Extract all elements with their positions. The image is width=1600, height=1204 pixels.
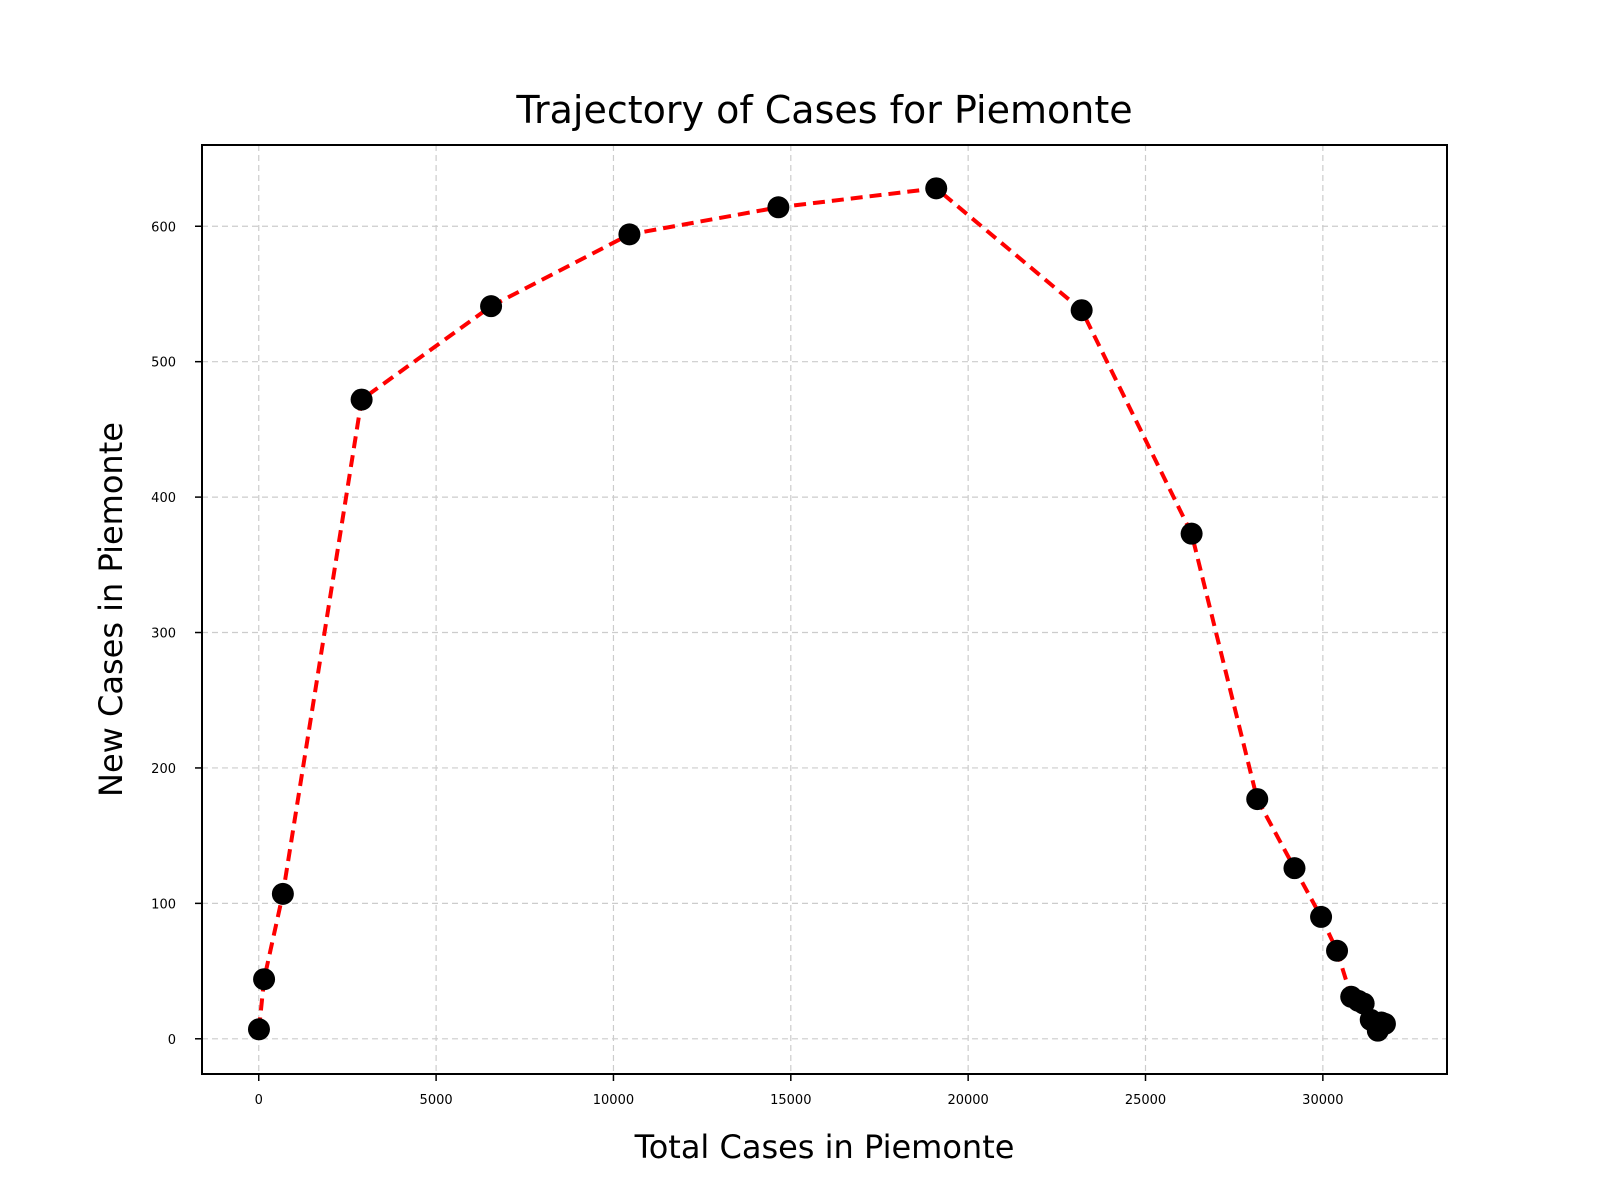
data-point xyxy=(1246,788,1269,811)
trajectory-line xyxy=(257,186,1386,1035)
x-tick-label: 0 xyxy=(255,1093,263,1108)
data-point xyxy=(925,177,948,200)
x-tick-label: 5000 xyxy=(420,1093,453,1108)
plot-frame xyxy=(201,144,1448,1075)
data-point xyxy=(350,388,373,411)
y-tick-label: 500 xyxy=(151,356,176,371)
x-tick-label: 10000 xyxy=(593,1093,634,1108)
data-points xyxy=(247,177,1396,1042)
y-tick-label: 200 xyxy=(151,762,176,777)
y-tick-label: 600 xyxy=(151,220,176,235)
x-axis-label: Total Cases in Piemonte xyxy=(634,1128,1015,1166)
grid xyxy=(202,145,1447,1074)
chart-title: Trajectory of Cases for Piemonte xyxy=(515,88,1132,132)
x-tick-label: 25000 xyxy=(1125,1093,1166,1108)
trajectory-line-layer xyxy=(257,186,1386,1035)
y-axis-ticks: 0 100 200 300 400 500 600 xyxy=(151,220,202,1048)
x-tick-label: 30000 xyxy=(1302,1093,1343,1108)
y-tick-label: 100 xyxy=(151,897,176,912)
data-point xyxy=(1180,522,1203,545)
data-point xyxy=(271,882,294,905)
x-tick-label: 15000 xyxy=(770,1093,811,1108)
x-axis-ticks: 0 5000 10000 15000 20000 25000 30000 xyxy=(255,1074,1344,1108)
y-axis-label: New Cases in Piemonte xyxy=(92,422,130,797)
data-point xyxy=(1373,1012,1396,1035)
data-point xyxy=(767,196,790,219)
data-point xyxy=(1070,299,1093,322)
data-point xyxy=(618,223,641,246)
y-tick-label: 0 xyxy=(168,1033,176,1048)
data-point xyxy=(1326,939,1349,962)
data-point xyxy=(253,968,276,991)
data-point xyxy=(480,295,503,318)
x-tick-label: 20000 xyxy=(947,1093,988,1108)
data-point xyxy=(1283,857,1306,880)
y-tick-label: 400 xyxy=(151,491,176,506)
y-tick-label: 300 xyxy=(151,627,176,642)
data-point xyxy=(247,1018,270,1041)
data-point xyxy=(1310,905,1333,928)
